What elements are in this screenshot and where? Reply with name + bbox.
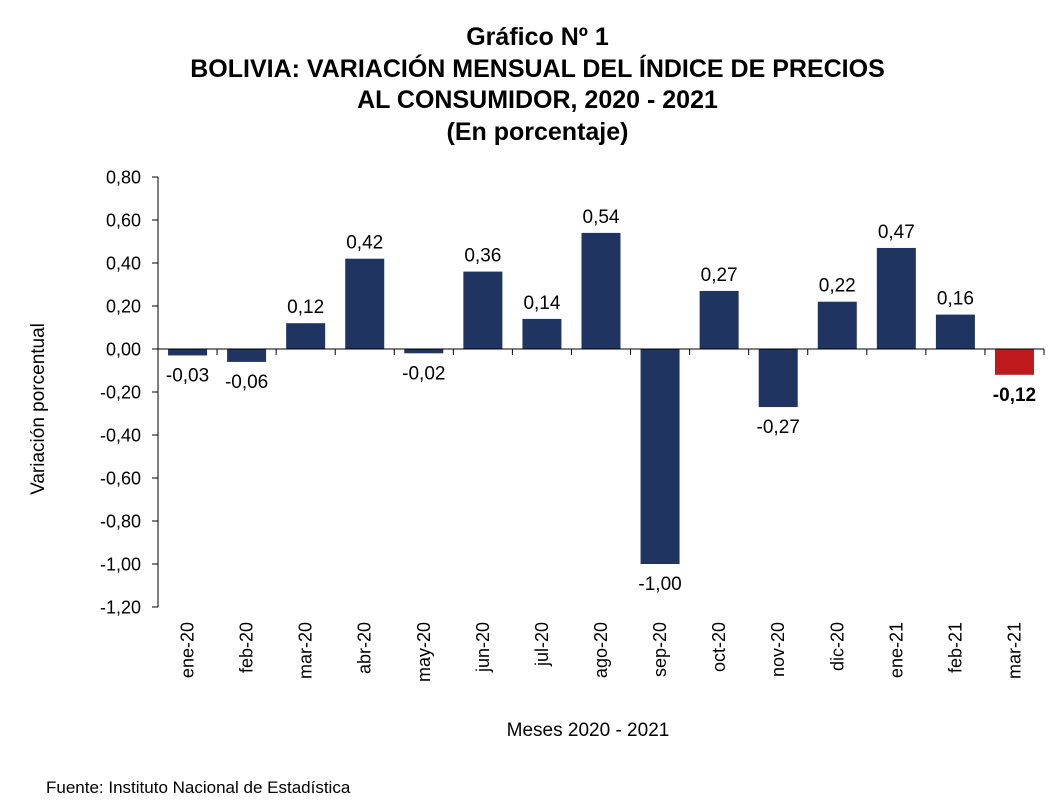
- x-tick-label: ago-20: [591, 622, 611, 678]
- x-tick-label: feb-20: [237, 622, 257, 673]
- data-label: 0,54: [583, 207, 620, 228]
- bar: [640, 349, 680, 564]
- y-tick-label: 0,40: [106, 254, 141, 274]
- y-tick-label: 0,80: [106, 168, 141, 188]
- data-label: -0,06: [225, 372, 268, 393]
- bar: [758, 349, 798, 408]
- bar: [817, 301, 857, 349]
- y-tick-label: -0,60: [100, 469, 141, 489]
- y-axis-label: Variación porcentual: [28, 323, 49, 495]
- x-tick-label: dic-20: [827, 622, 847, 671]
- data-label: -0,27: [757, 417, 800, 438]
- y-tick-label: -0,20: [100, 383, 141, 403]
- data-label: -0,03: [166, 365, 209, 386]
- data-label: 0,14: [523, 293, 560, 314]
- x-tick-label: feb-21: [945, 622, 965, 673]
- x-tick-label: mar-20: [296, 622, 316, 679]
- bar: [581, 232, 621, 349]
- y-tick-label: 0,00: [106, 340, 141, 360]
- chart-title-line-2: BOLIVIA: VARIACIÓN MENSUAL DEL ÍNDICE DE…: [190, 54, 885, 83]
- bar: [994, 349, 1034, 375]
- bar: [463, 271, 503, 349]
- x-tick-label: jul-20: [532, 622, 552, 667]
- bar: [699, 290, 739, 349]
- x-tick-label: may-20: [414, 622, 434, 682]
- y-tick-label: -1,20: [100, 598, 141, 618]
- data-label: 0,12: [287, 297, 324, 318]
- data-label: 0,27: [701, 265, 738, 286]
- data-label: -0,02: [402, 363, 445, 384]
- data-label: -1,00: [638, 574, 681, 595]
- y-tick-label: -0,80: [100, 512, 141, 532]
- data-label: 0,16: [937, 289, 974, 310]
- bar: [227, 349, 267, 362]
- data-label: -0,12: [993, 385, 1036, 406]
- x-tick-label: sep-20: [650, 622, 670, 677]
- chart-title-line-1: Gráfico Nº 1: [466, 23, 609, 51]
- x-tick-label: ene-21: [886, 622, 906, 678]
- data-label: 0,47: [878, 222, 915, 243]
- y-tick-label: -1,00: [100, 555, 141, 575]
- bar: [345, 258, 385, 349]
- x-tick-label: mar-21: [1004, 622, 1024, 679]
- x-tick-label: oct-20: [709, 622, 729, 672]
- data-label: 0,36: [464, 246, 501, 267]
- chart-title: Gráfico Nº 1 BOLIVIA: VARIACIÓN MENSUAL …: [0, 22, 1062, 148]
- x-tick-label: nov-20: [768, 622, 788, 677]
- y-tick-label: -0,40: [100, 426, 141, 446]
- source-note: Fuente: Instituto Nacional de Estadístic…: [46, 778, 351, 797]
- x-axis-label: Meses 2020 - 2021: [506, 720, 670, 741]
- data-label: 0,22: [819, 276, 856, 297]
- x-tick-label: ene-20: [178, 622, 198, 678]
- data-label: 0,42: [346, 233, 383, 254]
- y-tick-label: 0,60: [106, 211, 141, 231]
- bar: [168, 349, 208, 356]
- y-tick-label: 0,20: [106, 297, 141, 317]
- chart-title-line-3: AL CONSUMIDOR, 2020 - 2021: [357, 86, 718, 114]
- bar: [935, 314, 975, 349]
- bar: [404, 349, 444, 354]
- bar: [286, 323, 326, 349]
- bar: [522, 318, 562, 349]
- x-tick-label: abr-20: [355, 622, 375, 674]
- x-tick-label: jun-20: [473, 622, 493, 673]
- bar: [876, 247, 916, 349]
- chart-title-line-4: (En porcentaje): [446, 117, 629, 146]
